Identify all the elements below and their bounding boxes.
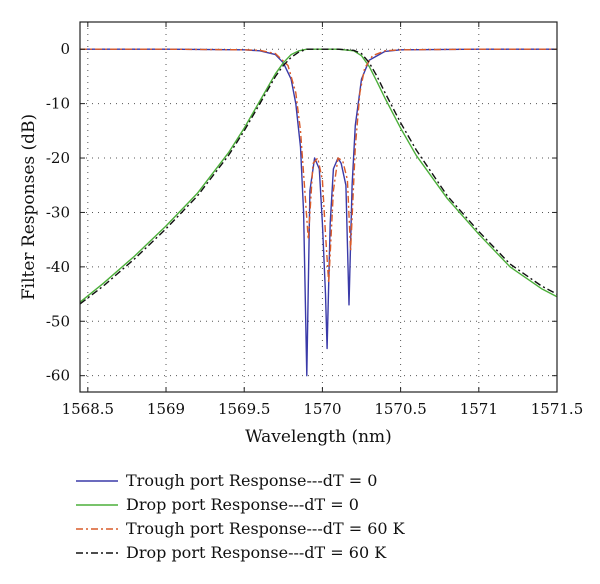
series-line-4 [79, 48, 558, 305]
x-tick-label: 1568.5 [62, 400, 115, 418]
x-tick-label: 1570 [303, 400, 341, 418]
x-tick-label: 1571.5 [531, 400, 584, 418]
legend-label-4: Drop port Response---dT = 60 K [126, 543, 387, 562]
x-tick-label: 1570.5 [374, 400, 427, 418]
x-tick-label: 1571 [460, 400, 498, 418]
series-lines [79, 48, 558, 377]
y-tick-label: -10 [46, 95, 70, 113]
x-tick-label: 1569.5 [218, 400, 271, 418]
series-line-2 [79, 48, 558, 303]
y-tick-label: 0 [60, 40, 70, 58]
legend-label-2: Drop port Response---dT = 0 [126, 495, 359, 514]
y-tick-label: -50 [46, 312, 70, 330]
axis-ticks: 1568.5 1569 1569.5 1570 1570.5 1571 1571.5 0 -10… [46, 22, 583, 418]
y-tick-label: -40 [46, 258, 70, 276]
series-line-1 [80, 48, 557, 377]
y-axis-label: Filter Responses (dB) [19, 114, 39, 300]
y-tick-label: -30 [46, 203, 70, 221]
x-axis-label: Wavelength (nm) [245, 427, 392, 447]
x-tick-label: 1569 [147, 400, 185, 418]
y-tick-label: -60 [46, 367, 70, 385]
plot-frame [79, 21, 558, 393]
grid-lines [80, 22, 558, 392]
legend-label-1: Trough port Response---dT = 0 [126, 471, 377, 490]
legend-label-3: Trough port Response---dT = 60 K [126, 519, 406, 538]
legend: Trough port Response---dT = 0 Drop port R… [76, 471, 406, 562]
y-tick-label: -20 [46, 149, 70, 167]
